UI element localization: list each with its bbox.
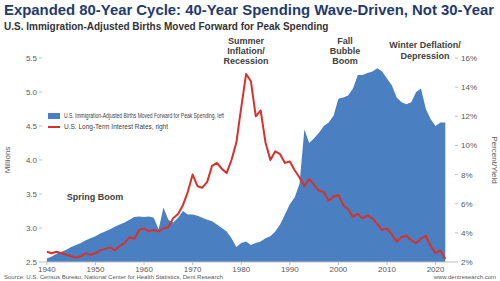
- annotation: Summer: [228, 36, 265, 46]
- y2-tick-label: 10%: [461, 141, 477, 150]
- annotation: Depression: [400, 51, 449, 61]
- y-tick-label: 2.5: [26, 258, 38, 267]
- y-tick: [39, 92, 42, 93]
- y2-axis-label: Percent/Yield: [490, 136, 499, 183]
- y-tick: [39, 58, 42, 59]
- y2-tick: [455, 174, 458, 175]
- y2-tick-label: 6%: [461, 200, 473, 209]
- y2-tick-label: 16%: [461, 54, 477, 63]
- x-axis-line: [42, 262, 455, 263]
- y2-tick: [455, 145, 458, 146]
- chart: Expanded 80-Year Cycle: 40-Year Spending…: [0, 0, 500, 281]
- subtitle: U.S. Immigration-Adjusted Births Moved F…: [4, 21, 328, 32]
- x-tick-label: 1970: [184, 265, 202, 274]
- y-tick-label: 5.5: [26, 54, 38, 63]
- area: [47, 68, 445, 262]
- y-axis-label: Millions: [3, 147, 12, 174]
- legend-swatch: [48, 126, 60, 128]
- y2-tick: [455, 203, 458, 204]
- y-tick-label: 3.5: [26, 190, 38, 199]
- y2-tick: [455, 116, 458, 117]
- y2-tick: [455, 232, 458, 233]
- y-tick: [39, 160, 42, 161]
- annotation: Inflation/: [227, 46, 265, 56]
- x-tick-label: 2010: [378, 265, 396, 274]
- plot-area: [47, 68, 445, 262]
- y2-tick: [455, 87, 458, 88]
- y2-tick-label: 14%: [461, 83, 477, 92]
- y-tick-label: 4.5: [26, 122, 38, 131]
- y2-tick-label: 4%: [461, 229, 473, 238]
- y-tick: [39, 262, 42, 263]
- x-tick-label: 2020: [427, 265, 445, 274]
- legend-swatch: [48, 113, 60, 119]
- annotation: Spring Boom: [67, 192, 124, 202]
- y-tick-label: 4.0: [26, 156, 38, 165]
- annotation: Recession: [223, 56, 268, 66]
- source: Source: U.S. Census Bureau, National Cen…: [4, 274, 223, 280]
- legend: U.S. Immigration-Adjusted Births Moved F…: [48, 112, 224, 131]
- x-tick-label: 1950: [87, 265, 105, 274]
- x-tick-label: 1960: [135, 265, 153, 274]
- x-tick-label: 1940: [38, 265, 56, 274]
- credit: www.dentresearch.com: [433, 274, 496, 280]
- x-tick-label: 2000: [329, 265, 347, 274]
- x-tick-label: 1990: [281, 265, 299, 274]
- y2-tick: [455, 262, 458, 263]
- y2-tick-label: 8%: [461, 171, 473, 180]
- line: [47, 74, 445, 259]
- y2-tick-label: 2%: [461, 258, 473, 267]
- annotation: Winter Deflation/: [389, 40, 461, 50]
- y2-tick-label: 12%: [461, 112, 477, 121]
- title: Expanded 80-Year Cycle: 40-Year Spending…: [4, 1, 494, 18]
- y2-tick: [455, 58, 458, 59]
- y-tick: [39, 126, 42, 127]
- y-tick: [39, 228, 42, 229]
- y-tick-label: 5.0: [26, 88, 38, 97]
- legend-label: U.S. Long-Term Interest Rates, right: [64, 123, 168, 131]
- x-tick-label: 1980: [232, 265, 250, 274]
- y-tick: [39, 194, 42, 195]
- annotation: Boom: [332, 56, 358, 66]
- y-tick-label: 3.0: [26, 224, 38, 233]
- annotation: Bubble: [330, 46, 361, 56]
- annotation: Fall: [337, 36, 353, 46]
- legend-label: U.S. Immigration-Adjusted Births Moved F…: [64, 112, 224, 120]
